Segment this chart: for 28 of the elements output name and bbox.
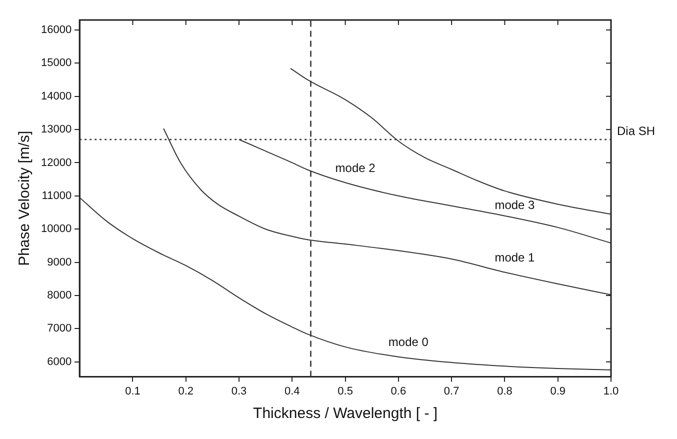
ref-line-label: Dia SH <box>617 124 656 138</box>
x-tick-label: 0.6 <box>390 385 406 398</box>
y-tick-label: 6000 <box>47 356 72 368</box>
x-tick-label: 0.9 <box>550 385 566 398</box>
y-tick-label: 12000 <box>40 156 72 169</box>
series-label: mode 0 <box>388 335 429 350</box>
y-tick-label: 13000 <box>40 124 72 136</box>
y-tick-label: 11000 <box>42 190 72 202</box>
x-tick-label: 0.5 <box>338 385 353 398</box>
y-tick-label: 16000 <box>40 24 72 36</box>
y-tick-label: 15000 <box>40 57 72 70</box>
series-label: mode 2 <box>335 160 376 175</box>
y-axis-title: Phase Velocity [m/s] <box>16 130 34 266</box>
y-tick-label: 8000 <box>47 290 72 302</box>
series-label: mode 3 <box>494 198 536 212</box>
x-axis-title: Thickness / Wavelength [ - ] <box>253 405 438 422</box>
x-tick-label: 0.2 <box>178 385 194 398</box>
x-tick-label: 0.4 <box>284 385 300 398</box>
x-tick-label: 0.3 <box>231 385 247 398</box>
y-tick-label: 7000 <box>47 322 72 335</box>
y-tick-label: 10000 <box>40 223 72 236</box>
x-tick-label: 0.8 <box>497 385 512 398</box>
y-tick-label: 9000 <box>47 256 72 268</box>
series-label: mode 1 <box>494 250 536 265</box>
x-tick-label: 0.7 <box>444 385 460 398</box>
y-tick-label: 14000 <box>40 90 72 102</box>
x-tick-label: 0.1 <box>125 385 140 398</box>
x-tick-label: 1.0 <box>603 385 619 398</box>
